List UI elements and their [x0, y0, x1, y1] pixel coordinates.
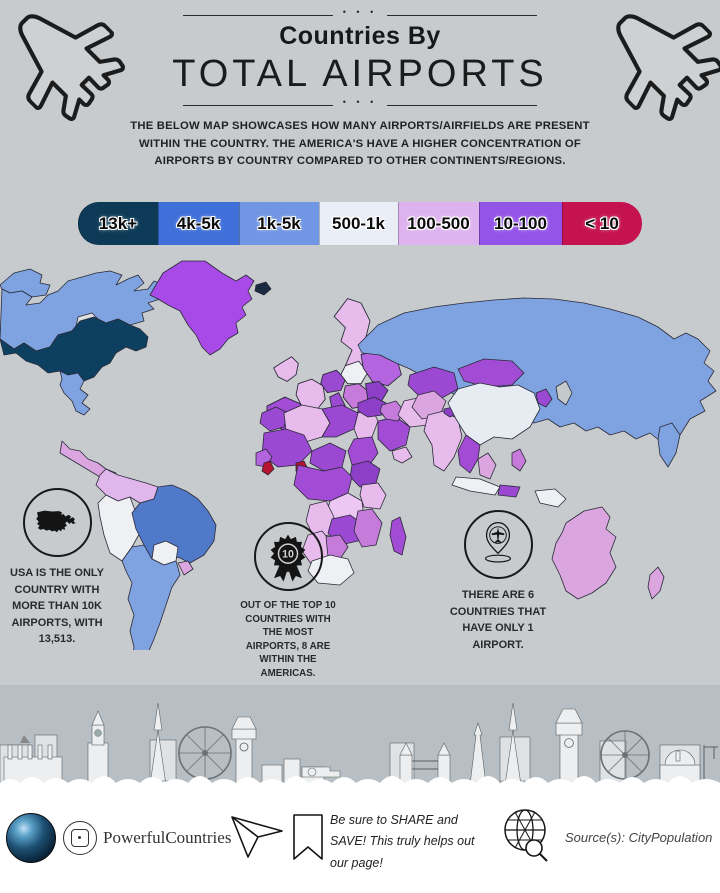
svg-text:10: 10	[282, 548, 294, 560]
